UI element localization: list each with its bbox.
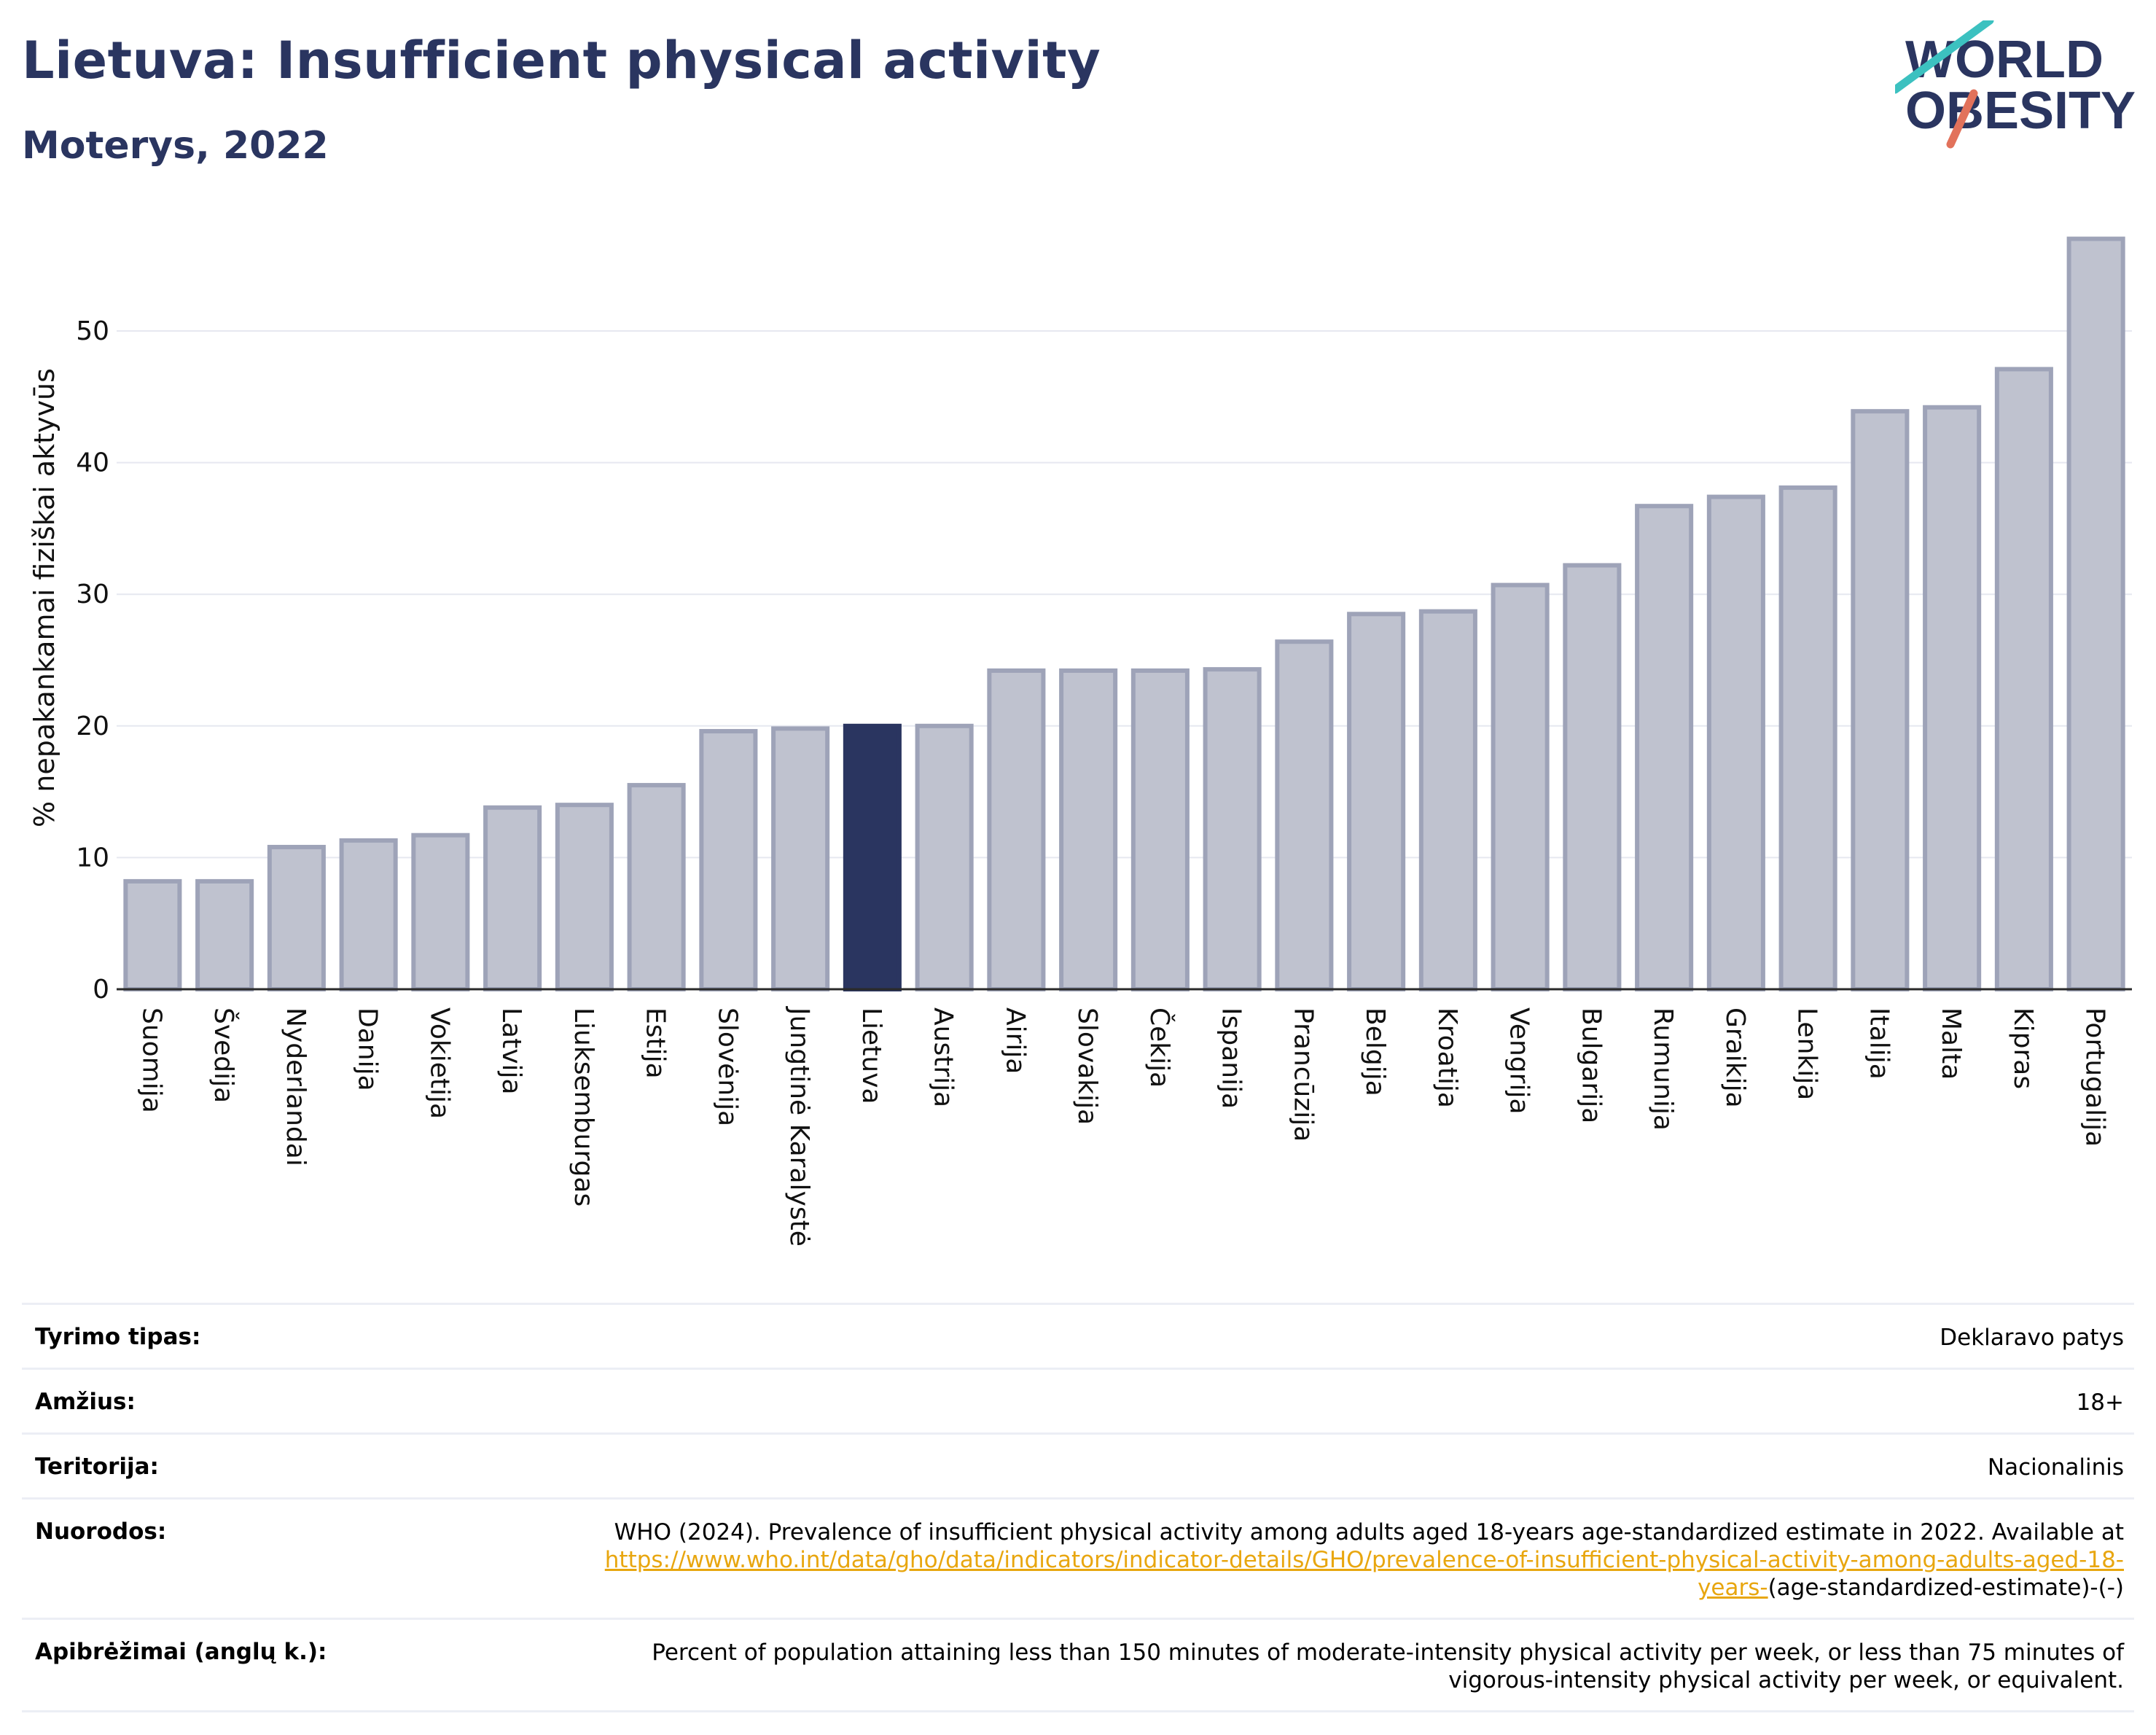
x-tick-label: Lietuva — [856, 1007, 886, 1104]
definitions-value: Percent of population attaining less tha… — [652, 1640, 2124, 1693]
bar-16 — [1275, 639, 1334, 991]
x-tick-label: Slovėnija — [712, 1007, 742, 1126]
references-text: WHO (2024). Prevalence of insufficient p… — [614, 1519, 2124, 1545]
info-row-territory: Teritorija: Nacionalinis — [22, 1432, 2134, 1497]
x-tick-label: Latvija — [496, 1007, 526, 1095]
x-tick-label: Belgija — [1360, 1007, 1390, 1096]
definitions-label: Apibrėžimai (anglų k.): — [35, 1639, 327, 1665]
logo-text-obesity: OBESITY — [1905, 82, 2136, 140]
bar-19 — [1491, 582, 1550, 991]
x-tick-label: Malta — [1936, 1007, 1966, 1080]
bar-22 — [1706, 494, 1765, 991]
x-tick-label: Jungtinė Karalystė — [784, 1006, 814, 1247]
chart-subtitle: Moterys, 2022 — [22, 124, 329, 168]
bar-5 — [483, 805, 542, 991]
age-label: Amžius: — [35, 1389, 136, 1415]
bar-6 — [555, 803, 614, 992]
x-tick-label: Liuksemburgas — [569, 1007, 598, 1206]
y-tick-label: 10 — [76, 843, 109, 873]
x-tick-label: Lenkija — [1792, 1007, 1822, 1100]
territory-label: Teritorija: — [35, 1454, 159, 1480]
x-tick-label: Airija — [1000, 1007, 1030, 1075]
bar-3 — [339, 838, 398, 991]
y-tick-label: 50 — [76, 316, 109, 346]
y-axis-label: % nepakankamai fiziškai aktyvūs — [28, 368, 60, 827]
bar-18 — [1418, 609, 1477, 991]
info-table: Tyrimo tipas: Deklaravo patys Amžius: 18… — [22, 1303, 2134, 1712]
x-tick-label: Vokietija — [424, 1007, 454, 1119]
bar-23 — [1778, 485, 1837, 991]
bar-26 — [1994, 367, 2053, 991]
bar-15 — [1203, 667, 1262, 992]
bar-25 — [1923, 405, 1982, 991]
y-tick-label: 0 — [93, 975, 109, 1005]
y-axis-ticks: 0 10 20 30 40 50 — [76, 316, 109, 1005]
y-tick-label: 30 — [76, 580, 109, 609]
bar-chart: 0 10 20 30 40 50 Suomija Švedija Nyderlandai Dan… — [28, 236, 2132, 1247]
x-tick-label: Kipras — [2008, 1007, 2038, 1089]
x-axis-labels: Suomija Švedija Nyderlandai Danija Vokietija… — [136, 1006, 2109, 1247]
bar-17 — [1347, 612, 1406, 991]
x-tick-label: Kroatija — [1432, 1007, 1462, 1108]
logo-slash-coral — [1946, 89, 1978, 149]
territory-value: Nacionalinis — [1987, 1454, 2124, 1481]
references-value: WHO (2024). Prevalence of insufficient p… — [550, 1518, 2124, 1602]
info-row-references: Nuorodos: WHO (2024). Prevalence of insu… — [22, 1497, 2134, 1618]
info-row-survey-type: Tyrimo tipas: Deklaravo patys — [22, 1303, 2134, 1368]
bar-8 — [699, 729, 758, 991]
references-link[interactable]: https://www.who.int/data/gho/data/indica… — [604, 1547, 2124, 1601]
references-label: Nuorodos: — [35, 1518, 167, 1545]
info-row-age: Amžius: 18+ — [22, 1368, 2134, 1432]
bar-4 — [411, 833, 470, 991]
age-value: 18+ — [2076, 1389, 2124, 1416]
logo-slash-teal — [1895, 20, 1994, 94]
x-tick-label: Graikija — [1720, 1007, 1750, 1108]
bar-13 — [1059, 668, 1118, 991]
bar-11 — [915, 723, 974, 991]
x-tick-label: Vengrija — [1504, 1007, 1534, 1115]
x-tick-label: Italija — [1864, 1007, 1894, 1080]
x-tick-label: Čekija — [1144, 1007, 1175, 1088]
x-tick-label: Nyderlandai — [281, 1007, 310, 1166]
y-tick-label: 20 — [76, 711, 109, 741]
bar-14 — [1130, 668, 1190, 991]
x-tick-label: Rumunija — [1648, 1007, 1678, 1131]
bars — [123, 236, 2125, 992]
info-row-definitions: Apibrėžimai (anglų k.): Percent of popul… — [22, 1618, 2134, 1712]
bar-10 — [843, 723, 902, 991]
bar-7 — [627, 783, 686, 991]
x-tick-label: Portugalija — [2080, 1007, 2110, 1147]
x-tick-label: Švedija — [208, 1007, 239, 1103]
survey-type-label: Tyrimo tipas: — [35, 1324, 201, 1350]
bar-21 — [1635, 504, 1694, 991]
x-tick-label: Danija — [353, 1007, 383, 1091]
references-suffix: (age-standardized-estimate)-(-) — [1768, 1575, 2124, 1601]
bar-24 — [1851, 409, 1910, 991]
bar-20 — [1563, 563, 1622, 991]
y-tick-label: 40 — [76, 448, 109, 478]
x-tick-label: Austrija — [929, 1007, 958, 1107]
x-tick-label: Estija — [641, 1007, 671, 1079]
bar-9 — [771, 726, 830, 991]
x-tick-label: Ispanija — [1216, 1007, 1246, 1109]
bar-27 — [2066, 236, 2125, 992]
x-tick-label: Bulgarija — [1576, 1007, 1606, 1123]
bar-0 — [123, 878, 182, 991]
survey-type-value: Deklaravo patys — [1940, 1325, 2124, 1351]
x-tick-label: Suomija — [136, 1007, 166, 1113]
bar-1 — [195, 878, 254, 991]
bar-2 — [267, 844, 326, 992]
bar-12 — [987, 668, 1046, 991]
x-tick-label: Slovakija — [1072, 1007, 1102, 1125]
world-obesity-logo: WORLD OBESITY — [1895, 20, 2136, 149]
x-tick-label: Prancūzija — [1288, 1007, 1318, 1142]
chart-title: Lietuva: Insufficient physical activity — [22, 31, 1101, 90]
